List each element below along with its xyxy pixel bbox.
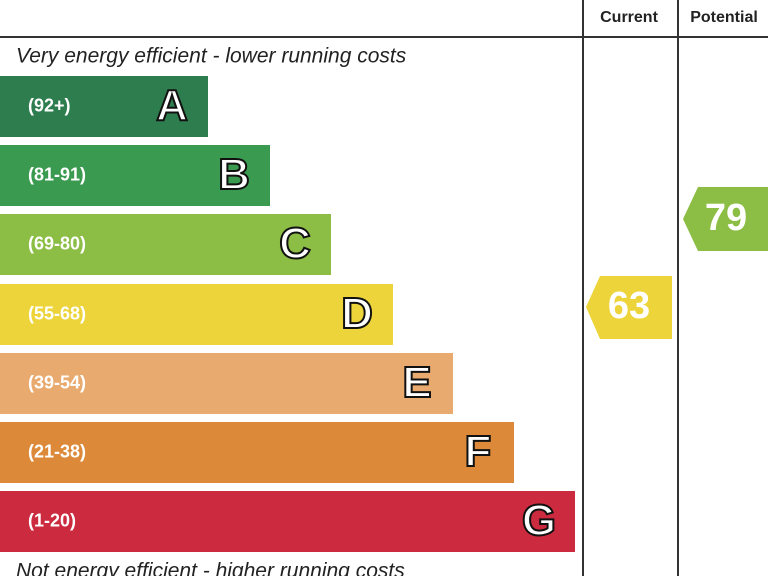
band-bar — [0, 491, 575, 552]
band-bar — [0, 353, 453, 414]
band-bar — [0, 284, 393, 345]
band-letter: D — [341, 289, 373, 338]
band-bar — [0, 214, 331, 275]
band-letter: A — [156, 81, 188, 130]
band-range: (55-68) — [28, 303, 86, 323]
band-range: (81-91) — [28, 164, 86, 184]
band-bar — [0, 76, 208, 137]
band-letter: E — [402, 358, 431, 407]
band-range: (21-38) — [28, 441, 86, 461]
band-bar — [0, 145, 270, 206]
band-range: (39-54) — [28, 372, 86, 392]
potential-header: Potential — [690, 9, 758, 26]
potential-rating: 79 — [705, 197, 747, 239]
band-letter: F — [465, 427, 492, 476]
potential-arrow — [683, 187, 768, 251]
current-header: Current — [600, 9, 658, 26]
band-range: (92+) — [28, 95, 71, 115]
current-arrow — [586, 276, 672, 339]
current-rating: 63 — [608, 285, 650, 327]
band-range: (69-80) — [28, 233, 86, 253]
band-range: (1-20) — [28, 510, 76, 530]
top-note: Very energy efficient - lower running co… — [16, 45, 407, 68]
band-letter: C — [279, 219, 311, 268]
band-letter: G — [522, 496, 556, 545]
bottom-note: Not energy efficient - higher running co… — [16, 560, 405, 576]
band-letter: B — [218, 150, 250, 199]
band-bar — [0, 422, 514, 483]
